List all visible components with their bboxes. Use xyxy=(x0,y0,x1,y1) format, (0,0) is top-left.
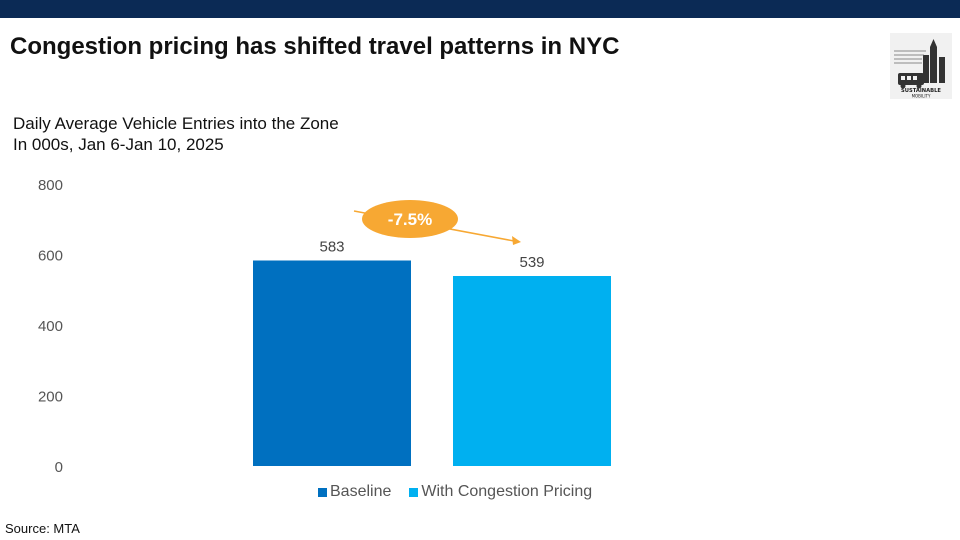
y-tick-label: 600 xyxy=(38,248,63,265)
slide-title: Congestion pricing has shifted travel pa… xyxy=(10,33,620,60)
annotation-bubble xyxy=(362,200,458,238)
annotation-arrowhead xyxy=(512,236,521,245)
sustainable-mobility-logo: SUSTAINABLE MOBILITY xyxy=(890,33,952,99)
legend-swatch-congestion-pricing xyxy=(409,487,419,497)
svg-text:MOBILITY: MOBILITY xyxy=(912,94,931,99)
annotation-text: -7.5% xyxy=(388,210,432,229)
y-tick-label: 400 xyxy=(38,318,63,335)
legend-item-congestion-pricing: With Congestion Pricing xyxy=(409,483,592,501)
bar-congestion-pricing xyxy=(453,276,611,466)
data-label-congestion-pricing: 539 xyxy=(519,254,544,271)
data-label-baseline: 583 xyxy=(319,238,344,255)
y-tick-label: 0 xyxy=(55,459,63,476)
legend-label-baseline: Baseline xyxy=(330,483,392,500)
legend-label-congestion-pricing: With Congestion Pricing xyxy=(421,483,593,500)
bar-baseline xyxy=(253,260,411,466)
svg-text:SUSTAINABLE: SUSTAINABLE xyxy=(901,88,941,94)
legend-item-baseline: Baseline xyxy=(318,483,391,501)
subtitle-line-2: In 000s, Jan 6-Jan 10, 2025 xyxy=(13,135,224,154)
legend-swatch-baseline xyxy=(318,487,327,497)
chart-legend: Baseline With Congestion Pricing xyxy=(318,483,610,501)
chart-subtitle: Daily Average Vehicle Entries into the Z… xyxy=(13,113,339,155)
top-bar xyxy=(0,0,960,18)
y-tick-label: 200 xyxy=(38,389,63,406)
source-note: Source: MTA xyxy=(5,521,80,536)
subtitle-line-1: Daily Average Vehicle Entries into the Z… xyxy=(13,114,339,133)
y-tick-label: 800 xyxy=(38,177,63,194)
